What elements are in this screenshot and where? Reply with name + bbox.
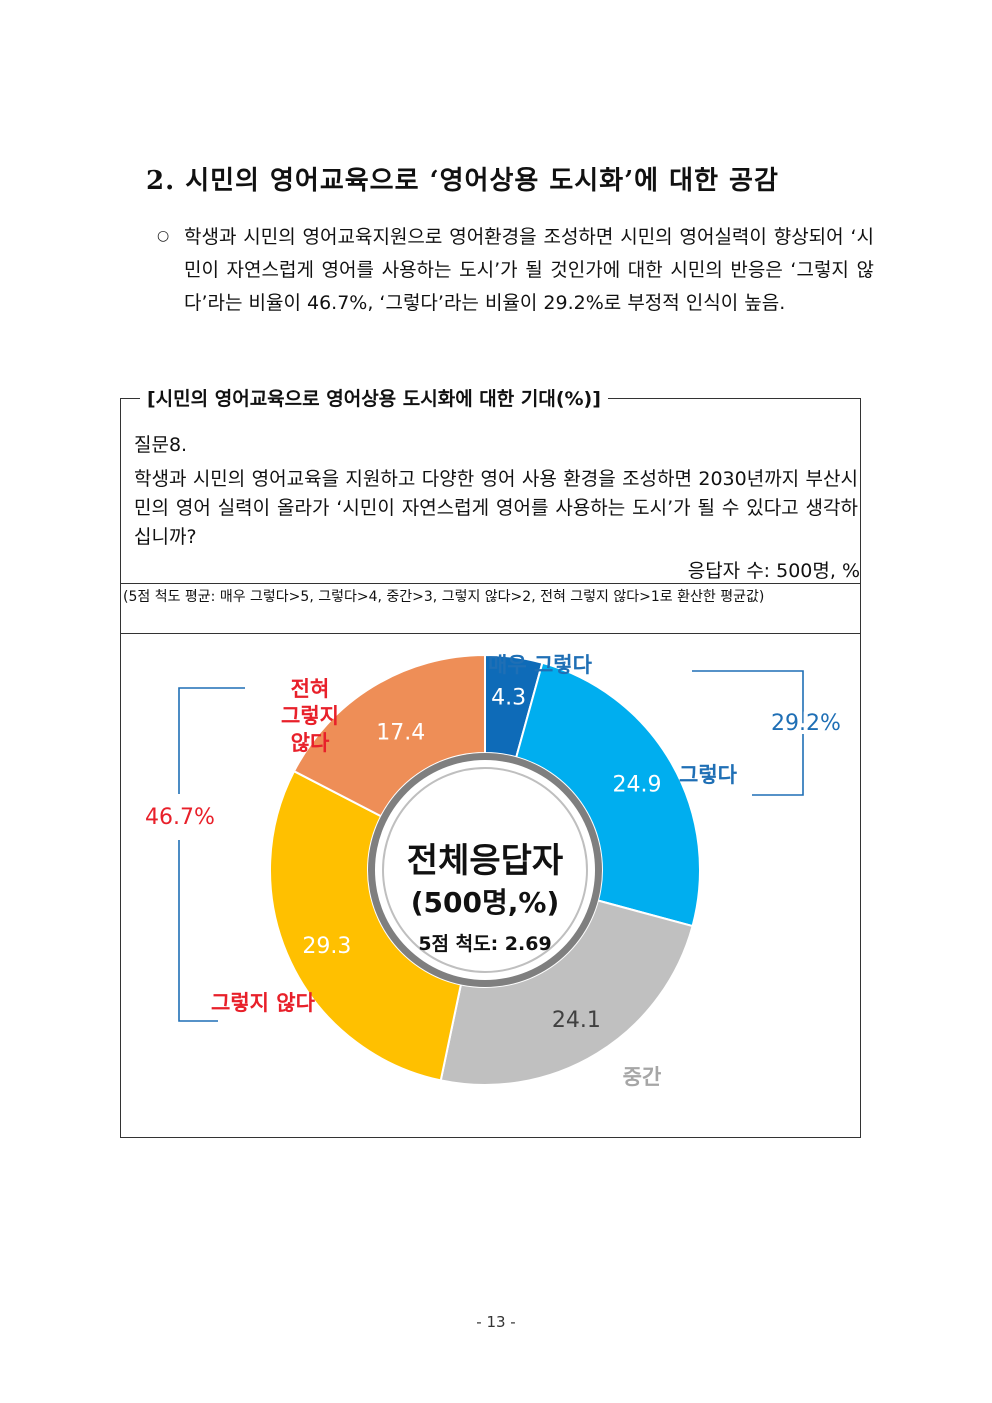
category-label-strongly-disagree: 전혀 그렇지 않다: [281, 677, 339, 755]
negative-group-label: 46.7%: [145, 805, 215, 830]
scale-note: (5점 척도 평균: 매우 그렇다>5, 그렇다>4, 중간>3, 그렇지 않다…: [123, 589, 765, 605]
divider: [120, 633, 861, 634]
value-label-strongly-disagree: 17.4: [376, 721, 425, 746]
center-scale: 5점 척도: 2.69: [418, 933, 551, 955]
value-label-agree: 24.9: [613, 772, 662, 797]
section-title: 2. 시민의 영어교육으로 ‘영어상용 도시화’에 대한 공감: [146, 166, 779, 196]
summary-paragraph: 학생과 시민의 영어교육지원으로 영어환경을 조성하면 시민의 영어실력이 향상…: [184, 226, 874, 314]
question-number: 질문8.: [134, 434, 188, 456]
center-subtitle: (500명,%): [411, 886, 560, 919]
question-text: 학생과 시민의 영어교육을 지원하고 다양한 영어 사용 환경을 조성하면 20…: [134, 468, 858, 548]
category-label-neutral: 중간: [623, 1065, 662, 1089]
page-number: - 13 -: [476, 1313, 516, 1331]
positive-bracket: [692, 670, 804, 796]
inner-white-ring: [375, 760, 595, 980]
divider: [120, 583, 861, 584]
value-label-very-agree: 4.3: [491, 686, 526, 711]
value-label-neutral: 24.1: [552, 1008, 601, 1033]
bullet-icon: ○: [157, 228, 170, 244]
respondent-count: 응답자 수: 500명, %: [687, 560, 860, 582]
negative-bracket-top: [178, 687, 245, 794]
category-label-disagree: 그렇지 않다: [211, 991, 316, 1015]
center-title: 전체응답자: [407, 841, 563, 881]
positive-group-label: 29.2%: [771, 711, 841, 736]
value-label-disagree: 29.3: [302, 934, 351, 959]
category-label-agree: 그렇다: [679, 763, 738, 787]
category-label-very-agree: 매우 그렇다: [488, 653, 593, 677]
negative-bracket-bottom: [178, 840, 218, 1022]
box-legend: [시민의 영어교육으로 영어상용 도시화에 대한 기대(%)]: [140, 384, 608, 411]
donut-chart: 전체응답자 (500명,%) 5점 척도: 2.69 4.3 24.9 24.1 29…: [145, 653, 845, 1089]
inner-light-ring: [382, 767, 588, 973]
